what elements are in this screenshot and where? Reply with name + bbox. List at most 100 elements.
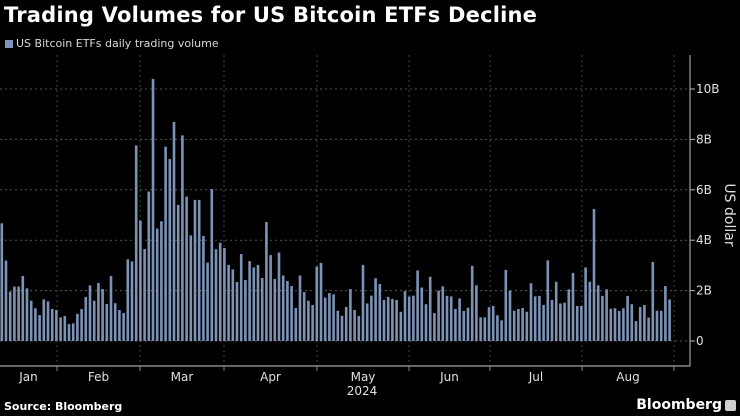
bar (609, 308, 613, 341)
x-tick-label: Apr (260, 370, 281, 384)
bar (575, 305, 579, 341)
bar (437, 290, 440, 341)
bar (42, 299, 46, 341)
bar (374, 278, 377, 341)
bar (223, 248, 226, 341)
bar (622, 308, 625, 341)
bar (71, 323, 75, 341)
bar (25, 288, 29, 341)
bar (370, 295, 373, 341)
bar (365, 303, 369, 341)
bar (508, 290, 512, 341)
bar (113, 303, 117, 341)
bar (231, 269, 235, 341)
bar (328, 293, 331, 341)
bar (475, 285, 478, 341)
bar (147, 191, 151, 341)
bar (176, 204, 180, 341)
bar (554, 281, 558, 341)
bar (525, 311, 529, 341)
bar (538, 295, 541, 341)
bar (273, 279, 277, 341)
bar (567, 289, 571, 341)
bar (601, 295, 604, 341)
bar (344, 306, 348, 341)
bar (67, 324, 71, 341)
bar (97, 283, 100, 341)
bar (664, 286, 667, 341)
bar (353, 310, 356, 341)
bar (46, 301, 50, 341)
y-tick-label: 8B (696, 132, 712, 146)
bar (105, 303, 109, 341)
bar (302, 292, 306, 341)
bar (580, 305, 583, 341)
bar (76, 313, 79, 341)
bar (542, 304, 545, 341)
bar (286, 281, 289, 341)
bar (361, 264, 365, 341)
bar (559, 303, 562, 341)
bar (122, 313, 125, 341)
bar (189, 235, 193, 341)
bar (172, 122, 176, 342)
bar (391, 298, 394, 341)
y-tick-label: 4B (696, 233, 712, 247)
y-axis-label: US dollar (721, 183, 737, 246)
bar (613, 308, 617, 341)
bar (80, 308, 83, 341)
bar (378, 284, 382, 341)
bar (59, 317, 62, 341)
bar (470, 265, 474, 341)
bar (412, 295, 415, 341)
bar (311, 304, 314, 341)
bar (126, 259, 130, 341)
bar (403, 291, 407, 341)
bar (399, 311, 403, 341)
y-tick-label: 6B (696, 183, 712, 197)
bar (101, 289, 104, 341)
bar (55, 310, 58, 341)
bar (160, 221, 163, 341)
bar (487, 307, 491, 341)
bar (445, 295, 449, 341)
bar (659, 310, 663, 341)
bar (193, 199, 197, 341)
bar (130, 261, 134, 341)
bar (395, 299, 398, 341)
bar (210, 189, 214, 341)
bar (151, 78, 155, 342)
bar (218, 242, 222, 341)
bar (323, 297, 327, 341)
bar (655, 310, 659, 341)
bar (483, 317, 487, 341)
y-tick-label: 0 (696, 334, 704, 348)
bar (244, 280, 247, 341)
bar (449, 296, 453, 341)
bar (605, 289, 608, 341)
bar (164, 146, 167, 341)
bar (134, 145, 138, 341)
bar (454, 308, 457, 341)
bar (319, 262, 323, 341)
bar (214, 249, 218, 341)
bar (88, 285, 92, 341)
bar (29, 300, 33, 341)
y-tick-label: 10B (696, 82, 720, 96)
x-tick-label: Jan (18, 370, 38, 384)
bar (382, 299, 386, 341)
bar (491, 305, 495, 341)
bar (235, 282, 239, 341)
bar (8, 291, 12, 341)
bar (529, 283, 533, 341)
bar (466, 307, 470, 341)
bar (546, 260, 550, 341)
bar (592, 208, 596, 341)
bar (294, 307, 298, 341)
bar (357, 316, 361, 341)
bar (227, 264, 230, 341)
bar (634, 321, 638, 341)
bar (504, 269, 508, 341)
bar (458, 298, 461, 341)
